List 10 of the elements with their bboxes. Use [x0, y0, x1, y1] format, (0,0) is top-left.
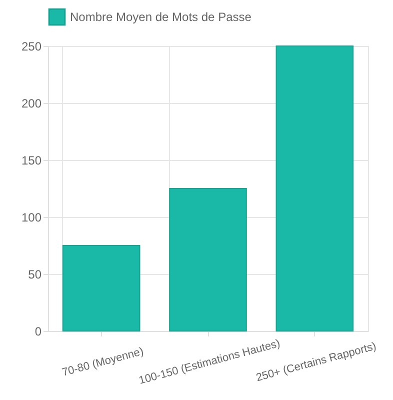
y-tick-label: 250: [21, 40, 42, 54]
bar: [169, 188, 247, 332]
y-tick-label: 0: [34, 324, 42, 338]
y-tick-label: 100: [21, 210, 42, 224]
y-tick-label: 50: [28, 268, 42, 282]
legend-label: Nombre Moyen de Mots de Passe: [70, 10, 252, 24]
y-tick-label: 200: [21, 96, 42, 110]
bar: [62, 245, 140, 332]
bar: [276, 46, 354, 332]
y-tick-label: 150: [21, 154, 42, 168]
